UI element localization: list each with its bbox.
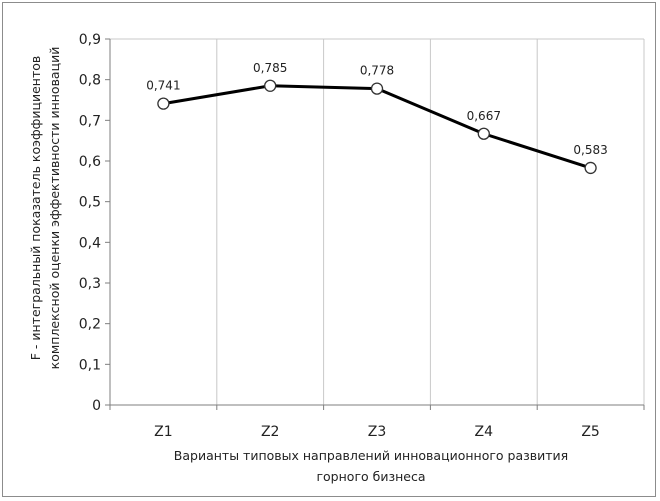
x-tick-label: Z1 [154,424,173,440]
data-point-marker [370,82,384,95]
data-point-marker [584,161,597,175]
y-axis-title-line-1: F - интегральный показатель коэффициенто… [28,56,43,361]
data-label: 0,667 [467,109,501,123]
data-label: 0,583 [573,143,607,157]
y-tick-label: 0,3 [79,276,101,292]
y-tick-label: 0,7 [79,113,101,129]
data-label: 0,778 [360,64,394,78]
series-layer [157,79,597,175]
y-tick-label: 0,5 [79,195,101,211]
x-tick-label: Z2 [261,424,280,440]
y-tick-label: 0,9 [79,32,101,48]
x-tick-label: Z5 [581,424,600,440]
text-layer: Варианты типовых направлений инновационн… [28,32,608,484]
y-tick-label: 0,6 [79,154,101,170]
data-point-marker [264,79,277,92]
x-axis-title-line-1: Варианты типовых направлений инновационн… [174,448,568,463]
data-point-marker [477,127,490,140]
y-tick-label: 0,8 [79,73,101,89]
y-axis-title-line-2: комплексной оценки эффективности инновац… [47,47,62,370]
x-tick-label: Z4 [475,424,494,440]
line-chart: Варианты типовых направлений инновационн… [28,32,645,484]
x-tick-label: Z3 [368,424,387,440]
y-tick-label: 0,1 [79,357,101,373]
y-tick-label: 0,4 [79,235,101,251]
x-axis-title-line-2: горного бизнеса [316,469,425,484]
data-label: 0,741 [146,79,180,93]
series-line [163,84,592,170]
chart-frame: Варианты типовых направлений инновационн… [2,2,656,497]
grid-layer [110,38,645,405]
data-point-marker [157,97,170,110]
y-tick-label: 0,2 [79,317,101,333]
axes-layer [105,38,645,410]
y-tick-label: 0 [92,398,101,414]
data-label: 0,785 [253,61,287,75]
